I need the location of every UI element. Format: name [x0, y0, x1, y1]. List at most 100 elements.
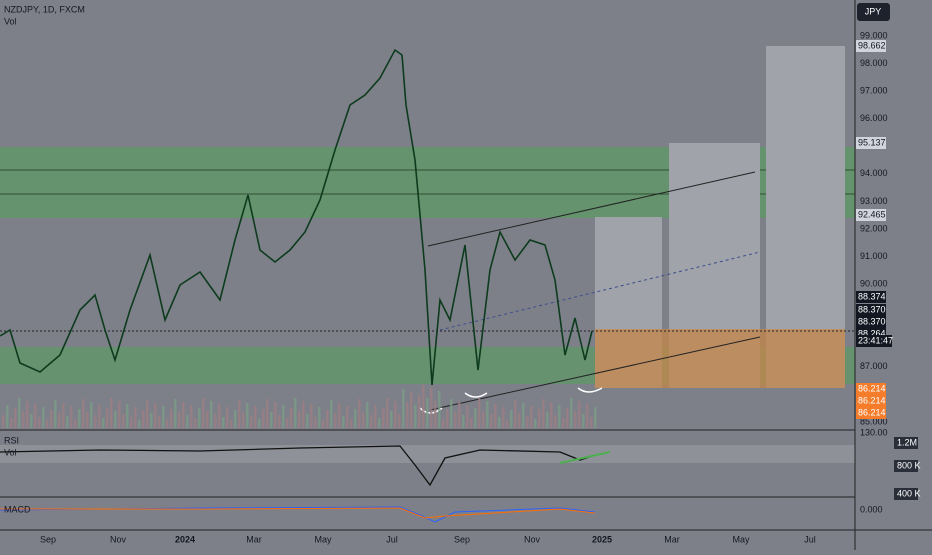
volume-bar [302, 401, 305, 428]
volume-bar [254, 406, 257, 428]
price-label: 91.000 [860, 251, 888, 261]
volume-bar [314, 417, 317, 428]
volume-bar [238, 400, 241, 428]
currency-button[interactable] [857, 3, 890, 21]
price-tag-text: 86.214 [858, 407, 886, 417]
volume-bar [454, 412, 457, 428]
volume-bar [354, 409, 357, 428]
volume-bar [298, 411, 301, 428]
volume-bar [290, 408, 293, 428]
volume-bar [518, 413, 521, 428]
vol-axis-bg [894, 437, 918, 449]
rsi-line [0, 445, 596, 487]
rsi-axis-label: 130.00 [860, 427, 888, 437]
time-label: Sep [40, 534, 56, 544]
volume-bar [594, 407, 597, 428]
price-label: 99.000 [860, 30, 888, 40]
time-label: Nov [524, 534, 541, 544]
volume-bar [174, 399, 177, 428]
price-label: 85.000 [860, 416, 888, 426]
price-label: 87.000 [860, 361, 888, 371]
volume-bar [550, 402, 553, 428]
volume-bar [118, 401, 121, 428]
time-label: Mar [246, 534, 262, 544]
volume-bar [386, 398, 389, 428]
price-label: 92.000 [860, 223, 888, 233]
price-label: 97.000 [860, 86, 888, 96]
volume-bar [234, 410, 237, 428]
trend-line [439, 251, 761, 331]
price-tag [856, 40, 886, 52]
volume-bar [242, 413, 245, 428]
time-label: Jul [804, 534, 816, 544]
volume-bar [326, 410, 329, 428]
volume-bar [558, 405, 561, 428]
volume-bar [582, 414, 585, 428]
vol-label: Vol [4, 447, 17, 457]
volume-bar [158, 416, 161, 428]
vol-axis-bg [894, 488, 918, 500]
macd-axis-label: 0.000 [860, 504, 883, 514]
volume-bar [470, 418, 473, 428]
symbol-title: NZDJPY, 1D, FXCM [4, 4, 85, 14]
volume-bar [430, 388, 433, 428]
volume-bar [258, 419, 261, 428]
volume-bar [478, 398, 481, 428]
volume-bar [502, 407, 505, 428]
volume-bar [546, 412, 549, 428]
volume-bar [574, 411, 577, 428]
volume-bar [230, 420, 233, 428]
price-tag-text: 88.370 [858, 304, 886, 314]
time-label: Nov [110, 534, 127, 544]
volume-bar [382, 408, 385, 428]
volume-bar [358, 399, 361, 428]
volume-bar [46, 420, 49, 428]
signal-line [0, 507, 596, 519]
volume-bar [406, 402, 409, 428]
price-tag [856, 291, 886, 303]
price-label: 98.000 [860, 58, 888, 68]
volume-bar [318, 407, 321, 428]
volume-bar [294, 398, 297, 428]
volume-bar [222, 417, 225, 428]
volume-bar [330, 400, 333, 428]
volume-bar [206, 411, 209, 428]
volume-bar [102, 418, 105, 428]
time-label: 2025 [592, 534, 612, 544]
volume-bar [34, 404, 37, 428]
volume-bar [114, 411, 117, 428]
volume-bar [402, 389, 405, 428]
volume-bar [426, 398, 429, 428]
volume-bar [554, 415, 557, 428]
currency[interactable]: JPY [865, 6, 882, 16]
price-tag-text: 92.465 [858, 209, 886, 219]
price-tag-text: 88.370 [858, 316, 886, 326]
volume-bar [562, 418, 565, 428]
price-tag-text: 98.662 [858, 40, 886, 50]
volume-bar [194, 418, 197, 428]
price-tag [856, 383, 886, 395]
volume-bar [410, 392, 413, 428]
price-tag [856, 209, 886, 221]
price-tag-text: 86.214 [858, 395, 886, 405]
volume-bars [2, 385, 597, 428]
volume-bar [534, 419, 537, 428]
volume-bar [18, 398, 21, 428]
volume-bar [218, 404, 221, 428]
volume-bar [10, 418, 13, 428]
volume-bar [586, 404, 589, 428]
volume-bar [306, 414, 309, 428]
volume-bar [310, 404, 313, 428]
volume-bar [198, 408, 201, 428]
volume-bar [462, 415, 465, 428]
volume-bar [106, 408, 109, 428]
volume-bar [14, 408, 17, 428]
volume-bar [186, 415, 189, 428]
volume-label: Vol [4, 16, 17, 26]
volume-bar [62, 403, 65, 428]
price-tag [856, 316, 886, 328]
volume-bar [482, 411, 485, 428]
rsi-band [0, 445, 855, 463]
volume-bar [270, 412, 273, 428]
countdown: 23:41:47 [858, 335, 893, 345]
